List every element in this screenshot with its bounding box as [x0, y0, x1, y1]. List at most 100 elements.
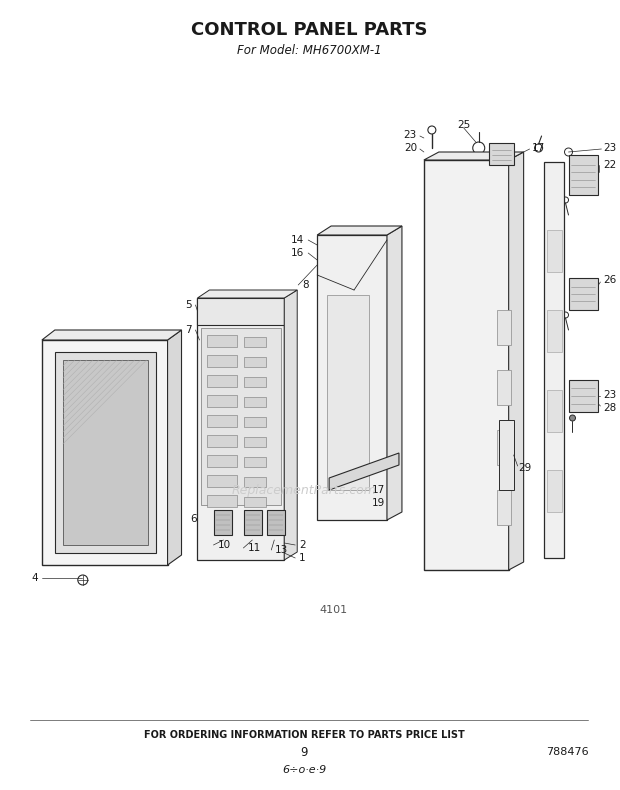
Circle shape — [78, 575, 88, 585]
Polygon shape — [317, 226, 402, 235]
Bar — [208, 395, 237, 407]
Circle shape — [249, 419, 254, 425]
Polygon shape — [42, 340, 167, 565]
Polygon shape — [544, 162, 564, 558]
Text: 2: 2 — [299, 540, 306, 550]
Circle shape — [256, 432, 262, 438]
Polygon shape — [497, 370, 511, 405]
Circle shape — [428, 126, 436, 134]
Polygon shape — [198, 298, 284, 325]
Text: 10: 10 — [218, 540, 231, 550]
Bar — [244, 337, 267, 347]
Polygon shape — [317, 235, 387, 520]
Circle shape — [562, 312, 569, 318]
Polygon shape — [42, 330, 182, 340]
Text: 20: 20 — [404, 143, 417, 153]
Text: 16: 16 — [291, 248, 304, 258]
Text: For Model: MH6700XM-1: For Model: MH6700XM-1 — [237, 43, 381, 57]
Polygon shape — [387, 226, 402, 520]
Polygon shape — [63, 360, 148, 545]
Bar — [244, 497, 267, 507]
Polygon shape — [547, 470, 562, 512]
Text: 6: 6 — [190, 514, 197, 524]
Bar — [208, 415, 237, 427]
Circle shape — [570, 415, 575, 421]
Text: 4: 4 — [31, 573, 38, 583]
Text: 28: 28 — [603, 403, 617, 413]
Text: 788476: 788476 — [546, 747, 588, 757]
Text: CONTROL PANEL PARTS: CONTROL PANEL PARTS — [191, 21, 427, 39]
Bar — [208, 355, 237, 367]
Bar — [208, 495, 237, 507]
Polygon shape — [497, 430, 511, 465]
Circle shape — [562, 197, 569, 203]
Polygon shape — [547, 310, 562, 352]
Polygon shape — [497, 490, 511, 525]
Bar — [208, 375, 237, 387]
Polygon shape — [497, 310, 511, 345]
Bar — [208, 455, 237, 467]
Polygon shape — [569, 278, 598, 310]
Polygon shape — [489, 143, 513, 165]
Bar — [244, 417, 267, 427]
Circle shape — [534, 144, 542, 152]
Circle shape — [458, 252, 474, 268]
Polygon shape — [424, 152, 524, 160]
Text: 17: 17 — [372, 485, 385, 495]
Bar — [208, 335, 237, 347]
Polygon shape — [202, 328, 281, 505]
Text: 4101: 4101 — [319, 605, 347, 615]
Text: 14: 14 — [291, 235, 304, 245]
Text: 6÷o·e·9: 6÷o·e·9 — [282, 765, 326, 775]
Polygon shape — [198, 298, 284, 560]
Text: 23: 23 — [404, 130, 417, 140]
Bar — [244, 357, 267, 367]
Polygon shape — [198, 290, 297, 298]
Text: 29: 29 — [519, 463, 532, 473]
Text: 19: 19 — [372, 498, 385, 508]
Polygon shape — [569, 155, 598, 195]
Text: 7: 7 — [185, 325, 192, 335]
Polygon shape — [215, 510, 232, 535]
Text: 9: 9 — [301, 746, 308, 758]
Text: 26: 26 — [603, 275, 617, 285]
Polygon shape — [547, 390, 562, 432]
Polygon shape — [424, 160, 508, 570]
Text: 25: 25 — [457, 120, 470, 130]
Text: 11: 11 — [247, 543, 260, 553]
Text: 5: 5 — [185, 300, 192, 310]
Text: 13: 13 — [275, 545, 288, 555]
Bar — [208, 475, 237, 487]
Text: ReplacementParts.com: ReplacementParts.com — [232, 483, 376, 496]
Polygon shape — [569, 380, 598, 412]
Text: 17: 17 — [531, 143, 545, 153]
Polygon shape — [327, 295, 369, 490]
Circle shape — [473, 142, 485, 154]
Text: 23: 23 — [603, 143, 617, 153]
Text: 1: 1 — [299, 553, 306, 563]
Bar — [244, 457, 267, 467]
Polygon shape — [284, 290, 297, 560]
Polygon shape — [167, 330, 182, 565]
Polygon shape — [508, 152, 524, 570]
Polygon shape — [55, 352, 156, 553]
Text: 8: 8 — [302, 280, 309, 290]
Text: 22: 22 — [603, 160, 617, 170]
Polygon shape — [244, 510, 262, 535]
Bar — [208, 435, 237, 447]
Polygon shape — [329, 453, 399, 490]
Text: FOR ORDERING INFORMATION REFER TO PARTS PRICE LIST: FOR ORDERING INFORMATION REFER TO PARTS … — [144, 730, 464, 740]
Text: 23: 23 — [603, 390, 617, 400]
Circle shape — [215, 419, 221, 425]
Bar — [244, 397, 267, 407]
Polygon shape — [498, 420, 513, 490]
Circle shape — [234, 445, 241, 451]
Bar — [244, 477, 267, 487]
Polygon shape — [547, 230, 562, 272]
Circle shape — [458, 372, 474, 388]
Circle shape — [565, 148, 572, 156]
Bar — [244, 377, 267, 387]
Bar — [244, 437, 267, 447]
Circle shape — [221, 432, 228, 438]
Polygon shape — [267, 510, 285, 535]
